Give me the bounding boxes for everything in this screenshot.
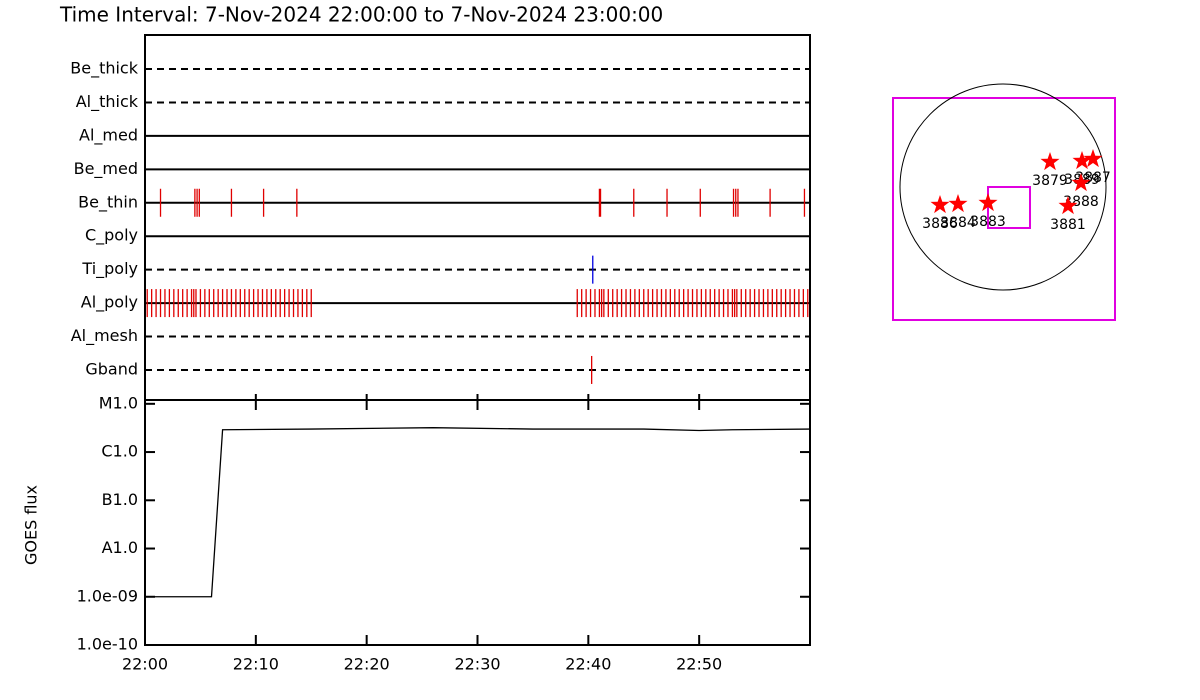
filter-label: Gband (85, 359, 138, 378)
x-tick-label: 22:00 (122, 655, 168, 674)
region-star (1040, 152, 1060, 171)
filter-label: Al_poly (81, 293, 138, 313)
goes-curve (145, 427, 811, 598)
chart-title: Time Interval: 7-Nov-2024 22:00:00 to 7-… (59, 3, 663, 27)
y-tick-label: B1.0 (102, 490, 138, 509)
filter-label: Be_med (74, 159, 138, 179)
timeline-frame (144, 34, 811, 401)
region-star (978, 193, 998, 212)
x-tick-label: 22:50 (676, 655, 722, 674)
filter-label: Al_mesh (71, 326, 138, 346)
filter-label: Be_thick (70, 59, 138, 79)
y-tick-label: 1.0e-09 (77, 586, 138, 605)
region-star (930, 195, 950, 214)
y-tick-label: M1.0 (99, 393, 138, 412)
x-tick-label: 22:10 (233, 655, 279, 674)
y-axis-label: GOES flux (22, 485, 41, 565)
region-label: 3884 (940, 215, 976, 231)
region-label: 3883 (970, 214, 1006, 230)
y-tick-label: 1.0e-10 (77, 635, 138, 654)
filter-label: Ti_poly (81, 259, 138, 279)
region-star (1058, 196, 1078, 215)
region-star (1083, 149, 1103, 168)
field-of-view (892, 97, 1116, 321)
filter-label: Al_med (79, 125, 138, 145)
region-label: 3886 (922, 216, 958, 232)
region-label: 3879 (1032, 173, 1068, 189)
region-star (1072, 151, 1092, 170)
region-star (948, 194, 968, 213)
filter-label: C_poly (85, 226, 138, 246)
goes-frame (144, 399, 811, 646)
region-label: 3881 (1050, 217, 1086, 233)
solar-disk (899, 83, 1107, 291)
y-tick-label: A1.0 (102, 538, 138, 557)
x-tick-label: 22:20 (344, 655, 390, 674)
pointing-box (987, 186, 1031, 229)
filter-label: Be_thin (78, 192, 138, 212)
y-tick-label: C1.0 (101, 442, 138, 461)
x-tick-label: 22:30 (454, 655, 500, 674)
x-tick-label: 22:40 (565, 655, 611, 674)
region-star (1071, 173, 1091, 192)
filter-label: Al_thick (76, 92, 139, 112)
